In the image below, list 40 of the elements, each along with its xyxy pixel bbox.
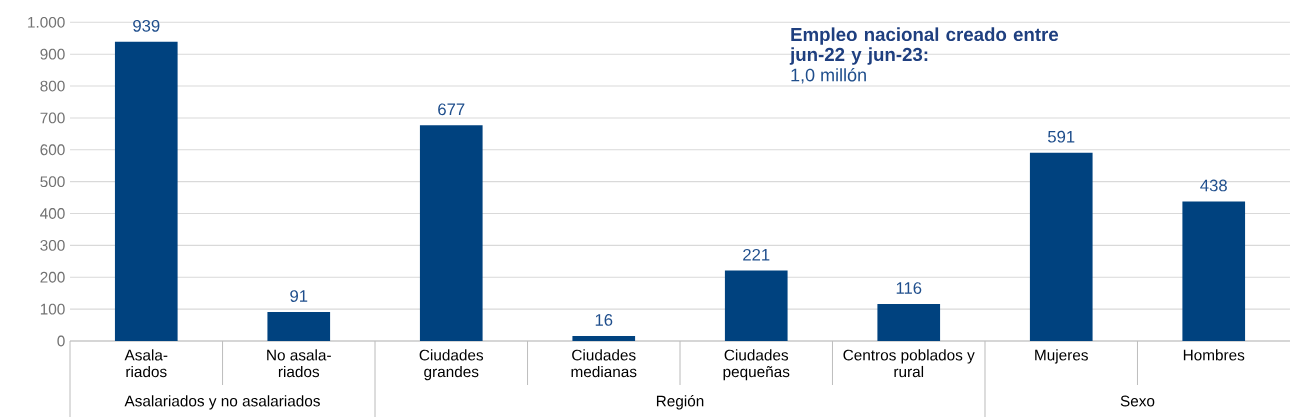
data-label: 591 xyxy=(1048,130,1075,143)
y-tick-label: 500 xyxy=(40,176,65,188)
x-tick-label: Mujeres xyxy=(1035,349,1088,364)
bar xyxy=(572,335,636,341)
x-tick-label: Ciudades medianas xyxy=(571,349,637,378)
y-tick-label: 200 xyxy=(40,271,65,283)
y-tick-label: 1.000 xyxy=(28,16,65,28)
bar xyxy=(114,41,178,341)
text: Empleo nacional creado entre jun-22 y jun-23: xyxy=(789,27,1059,65)
x-tick-label: Asala-riados xyxy=(124,349,168,378)
y-tick-label: 100 xyxy=(40,303,65,315)
x-tick-label: Ciudades grandes xyxy=(419,349,484,381)
text: Región xyxy=(656,395,704,410)
data-label: 677 xyxy=(438,103,465,116)
x-tick-label: Ciudades pequeñas xyxy=(723,349,790,381)
y-tick-label: 700 xyxy=(40,112,65,124)
bar xyxy=(1029,152,1093,341)
y-tick-label: 300 xyxy=(40,239,65,251)
data-label: 16 xyxy=(595,314,613,326)
bar xyxy=(877,304,941,341)
y-tick-label: 400 xyxy=(40,208,65,219)
bar xyxy=(1182,201,1246,341)
data-label: 221 xyxy=(743,248,770,261)
bar xyxy=(419,125,483,341)
bar xyxy=(724,270,788,341)
bar xyxy=(267,311,331,341)
x-tick-label: Hombres xyxy=(1183,349,1245,361)
data-label: 438 xyxy=(1200,179,1227,192)
data-label: 91 xyxy=(290,290,308,302)
x-tick-label: Centros poblados y rural xyxy=(843,349,975,378)
y-tick-label: 0 xyxy=(57,335,65,347)
annotation: 1,0 millón xyxy=(791,67,866,84)
y-tick-label: 800 xyxy=(40,80,65,92)
text: Asalariados y no asalariados xyxy=(124,395,320,410)
y-tick-label: 900 xyxy=(40,48,65,60)
text: Sexo xyxy=(1120,395,1155,407)
data-label: 939 xyxy=(133,19,160,32)
data-label: 116 xyxy=(896,282,922,294)
y-tick-label: 600 xyxy=(40,144,65,156)
x-tick-label: No asala-riados xyxy=(267,349,331,378)
